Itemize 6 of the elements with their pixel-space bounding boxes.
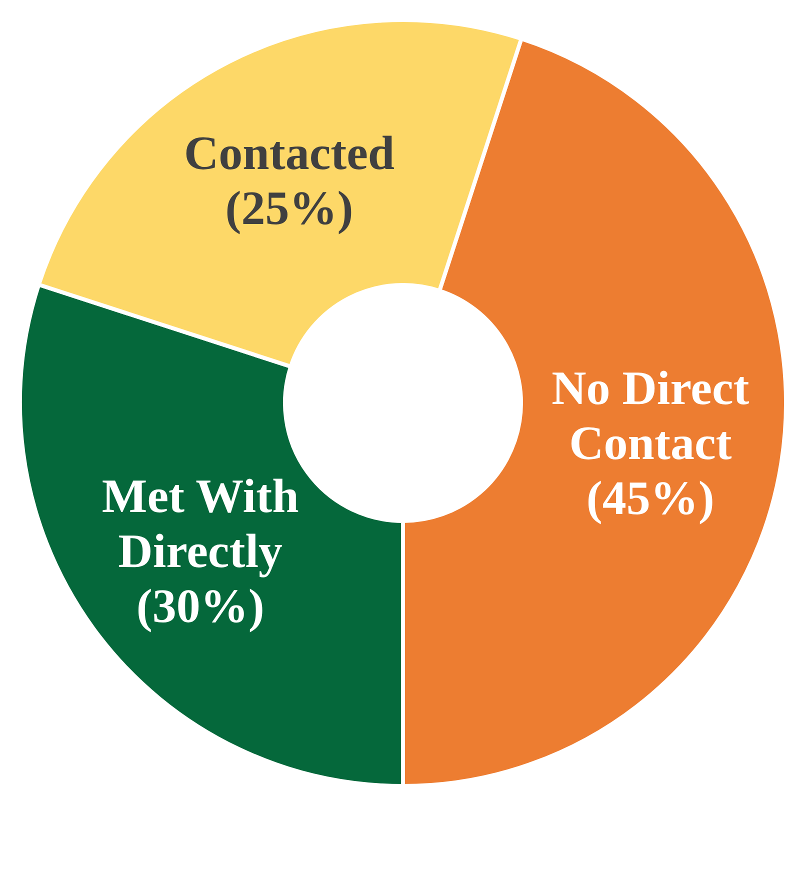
- data-label: (25%): [225, 182, 354, 236]
- slice-label: Contacted: [184, 127, 395, 180]
- slice-label: No Direct Contact: [552, 362, 750, 470]
- data-label: (45%): [586, 472, 714, 525]
- data-label: (30%): [136, 580, 264, 634]
- slice-label: Met With Directly: [102, 470, 299, 578]
